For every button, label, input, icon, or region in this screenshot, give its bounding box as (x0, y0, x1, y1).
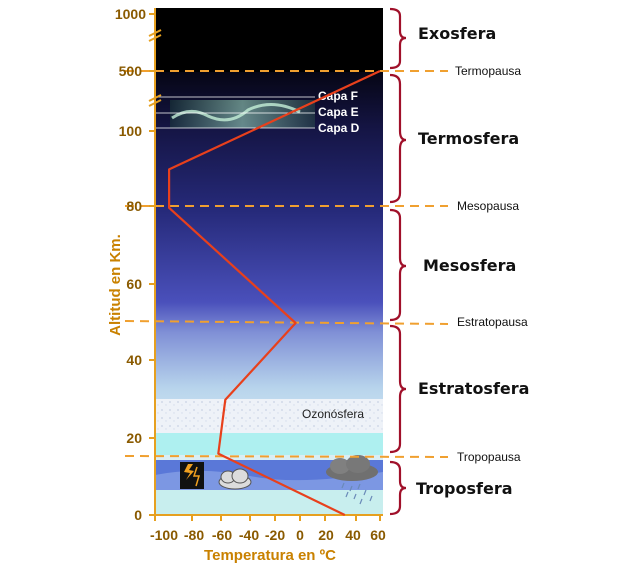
troposphere-clouds (155, 470, 383, 490)
temperature-profile-line (168, 70, 381, 516)
x-axis (154, 514, 383, 521)
lightning-icon (180, 462, 204, 489)
estratosfera-bracket (389, 324, 407, 454)
ozone-layer (155, 399, 383, 433)
x-tick-label: -20 (265, 527, 285, 543)
x-tick-label: 60 (370, 527, 386, 543)
x-tick-label: -100 (150, 527, 178, 543)
mesosfera-label: Mesosfera (423, 256, 516, 275)
y-tick-label: 40 (126, 352, 142, 368)
estratosfera-label: Estratosfera (418, 379, 529, 398)
x-tick-label: -60 (212, 527, 232, 543)
y-tick-label: 60 (126, 276, 142, 292)
x-tick-label: 40 (345, 527, 361, 543)
y-tick-labels: 0 20 40 60 80 100 500 1000 (115, 6, 146, 523)
x-axis-title: Temperatura en ºC (204, 547, 336, 564)
mesopausa-label: Mesopausa (457, 199, 519, 213)
cloud-icon (218, 468, 252, 490)
rain-cloud-icon (326, 455, 378, 505)
x-tick-label: 20 (318, 527, 334, 543)
surface-band (155, 490, 383, 515)
exosfera-bracket (389, 7, 407, 70)
aurora-wave (171, 103, 301, 122)
lower-stratosphere-band (155, 433, 383, 455)
capa-e-label: Capa E (318, 105, 359, 119)
x-tick-label: -40 (239, 527, 259, 543)
y-tick-label: 20 (126, 430, 142, 446)
axis-break-marks (148, 29, 162, 107)
x-tick-label: -80 (184, 527, 204, 543)
capa-f-label: Capa F (318, 89, 358, 103)
estratopausa-label: Estratopausa (457, 315, 528, 329)
troposfera-bracket (389, 460, 407, 516)
y-tick-label: 100 (119, 123, 143, 139)
termopausa-label: Termopausa (455, 64, 521, 78)
y-tick-label: 0 (134, 507, 142, 523)
ozone-label: Ozonósfera (302, 407, 364, 421)
exosfera-label: Exosfera (418, 24, 496, 43)
y-axis-title: Altitud en Km. (107, 234, 124, 336)
estratopausa-line (124, 320, 449, 325)
y-tick-label: 1000 (115, 6, 146, 22)
tropopausa-label: Tropopausa (457, 450, 521, 464)
y-tick-label: 80 (126, 198, 142, 214)
x-tick-labels: -100 -80 -60 -40 -20 0 20 40 60 (150, 527, 386, 543)
tropopausa-line (124, 455, 449, 458)
termosfera-bracket (389, 73, 407, 204)
exosphere-band (155, 8, 383, 72)
y-axis (149, 8, 156, 516)
mesosfera-bracket (389, 208, 407, 322)
troposfera-label: Troposfera (416, 479, 513, 498)
x-tick-label: 0 (296, 527, 304, 543)
capa-d-label: Capa D (318, 121, 360, 135)
y-tick-label: 500 (119, 63, 143, 79)
termosfera-label: Termosfera (418, 129, 519, 148)
